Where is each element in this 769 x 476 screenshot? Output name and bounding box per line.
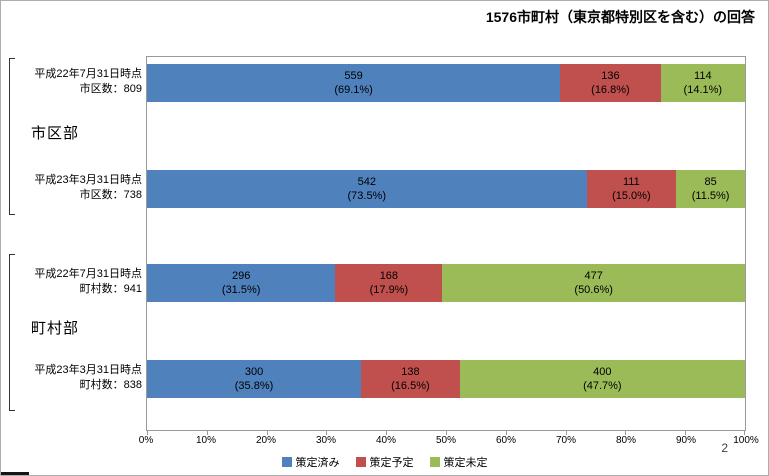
row-count-label: 町村数：838: [79, 379, 142, 391]
bar-segment-done: 300 (35.8%): [147, 360, 362, 398]
segment-percent: (35.8%): [234, 380, 274, 392]
plot-area: 559 (69.1%) 136 (16.8%) 114 (14.1%) 542 …: [146, 56, 746, 435]
segment-percent: (69.1%): [334, 84, 373, 96]
bar-shikubu-h23: 542 (73.5%) 111 (15.0%) 85 (11.5%): [147, 170, 745, 208]
legend-swatch-done: [281, 457, 292, 467]
x-tick-label: 0%: [138, 435, 154, 446]
x-tick-mark: [565, 431, 567, 435]
group-label-shikubu: 市区部: [31, 125, 80, 142]
row-count-label: 市区数：809: [79, 83, 142, 95]
x-tick-mark: [206, 431, 208, 435]
bar-segment-undecided: 400 (47.7%): [459, 360, 745, 398]
row-time-label: 平成22年7月31日時点: [34, 268, 142, 280]
row-label-chousonbu-h23: 平成23年3月31日時点 町村数：838: [7, 363, 142, 393]
x-tick-label: 30%: [315, 435, 337, 446]
x-tick-label: 50%: [435, 435, 457, 446]
segment-percent: (47.7%): [583, 380, 622, 392]
legend-label: 策定予定: [369, 457, 414, 469]
bar-segment-undecided: 85 (11.5%): [676, 170, 745, 208]
row-label-shikubu-h22: 平成22年7月31日時点 市区数：809: [7, 67, 142, 97]
row-time-label: 平成23年3月31日時点: [34, 364, 142, 376]
x-tick-mark: [625, 431, 627, 435]
group-bracket-chousonbu: [9, 254, 15, 411]
bar-segment-undecided: 114 (14.1%): [660, 64, 745, 102]
x-tick-mark: [386, 431, 388, 435]
segment-value: 400: [593, 366, 612, 378]
legend-swatch-planned: [355, 457, 366, 467]
segment-value: 136: [601, 70, 620, 82]
x-tick-label: 10%: [195, 435, 217, 446]
x-tick-mark: [446, 431, 447, 435]
group-bracket-shikubu: [9, 58, 15, 215]
legend-swatch-undecided: [429, 457, 440, 467]
x-tick-label: 60%: [495, 435, 517, 446]
segment-value: 168: [379, 270, 399, 282]
legend-item-planned: 策定予定: [355, 454, 414, 470]
segment-value: 111: [622, 176, 640, 188]
legend-item-done: 策定済み: [281, 454, 340, 470]
group-label-chousonbu: 町村部: [31, 320, 80, 337]
x-axis-tick-labels: 0% 10% 20% 30% 40% 50% 60% 70% 80% 90% 1…: [139, 435, 759, 447]
segment-value: 542: [357, 176, 376, 188]
x-tick-label: 100%: [733, 435, 759, 446]
row-count-label: 町村数：941: [79, 283, 142, 295]
x-tick-label: 80%: [615, 435, 637, 446]
bar-segment-done: 296 (31.5%): [147, 264, 336, 302]
segment-value: 296: [232, 270, 251, 282]
x-tick-mark: [744, 431, 745, 435]
legend: 策定済み 策定予定 策定未定: [1, 455, 768, 469]
segment-percent: (16.8%): [591, 84, 630, 96]
segment-value: 559: [344, 70, 363, 82]
segment-value: 114: [694, 70, 712, 82]
segment-percent: (14.1%): [683, 84, 723, 96]
segment-percent: (73.5%): [347, 190, 387, 202]
page-number: 2: [721, 441, 728, 455]
x-tick-mark: [147, 431, 148, 435]
bar-segment-done: 542 (73.5%): [147, 170, 587, 208]
x-tick-label: 70%: [555, 435, 577, 446]
bar-chousonbu-h23: 300 (35.8%) 138 (16.5%) 400 (47.7%): [147, 360, 745, 398]
chart-title: 1576市町村（東京都特別区を含む）の回答: [485, 9, 755, 25]
x-tick-mark: [266, 431, 268, 435]
row-count-label: 市区数：738: [79, 189, 142, 201]
segment-percent: (16.5%): [391, 380, 430, 392]
x-tick-label: 40%: [375, 435, 397, 446]
bar-chousonbu-h22: 296 (31.5%) 168 (17.9%) 477 (50.6%): [147, 264, 745, 302]
legend-label: 策定未定: [443, 457, 488, 469]
segment-percent: (17.9%): [369, 284, 409, 296]
bar-segment-undecided: 477 (50.6%): [442, 264, 745, 302]
x-tick-label: 20%: [255, 435, 277, 446]
row-label-chousonbu-h22: 平成22年7月31日時点 町村数：941: [7, 267, 142, 297]
segment-value: 85: [704, 176, 717, 188]
bar-shikubu-h22: 559 (69.1%) 136 (16.8%) 114 (14.1%): [147, 64, 745, 102]
bottom-edge-mark: [1, 472, 29, 475]
bar-segment-planned: 168 (17.9%): [335, 264, 443, 302]
bar-segment-planned: 111 (15.0%): [586, 170, 677, 208]
segment-percent: (11.5%): [691, 190, 730, 202]
bar-segment-done: 559 (69.1%): [147, 64, 561, 102]
row-label-shikubu-h23: 平成23年3月31日時点 市区数：738: [7, 173, 142, 203]
segment-percent: (50.6%): [574, 284, 613, 296]
segment-percent: (15.0%): [612, 190, 651, 202]
bar-segment-planned: 138 (16.5%): [361, 360, 460, 398]
legend-label: 策定済み: [295, 457, 340, 469]
legend-item-undecided: 策定未定: [429, 454, 488, 470]
segment-percent: (31.5%): [221, 284, 261, 296]
x-tick-mark: [326, 431, 328, 435]
segment-value: 477: [584, 270, 603, 282]
x-tick-mark: [685, 431, 687, 435]
segment-value: 138: [401, 366, 420, 378]
row-time-label: 平成23年3月31日時点: [34, 174, 142, 186]
x-tick-label: 90%: [675, 435, 697, 446]
x-tick-mark: [505, 431, 507, 435]
row-time-label: 平成22年7月31日時点: [34, 68, 142, 80]
bar-segment-planned: 136 (16.8%): [560, 64, 661, 102]
segment-value: 300: [244, 366, 264, 378]
